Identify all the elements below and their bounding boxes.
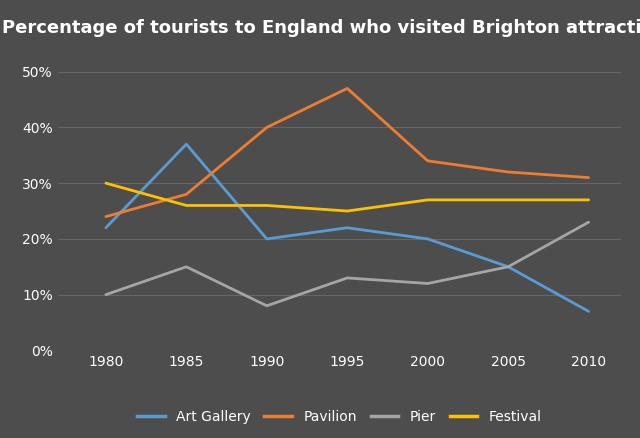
Line: Art Gallery: Art Gallery xyxy=(106,144,589,311)
Art Gallery xyxy=(424,236,431,241)
Pavilion xyxy=(585,175,593,180)
Pavilion xyxy=(504,170,512,175)
Festival xyxy=(585,197,593,202)
Art Gallery xyxy=(263,236,271,241)
Pavilion xyxy=(102,214,109,219)
Art Gallery xyxy=(585,309,593,314)
Pier xyxy=(102,292,109,297)
Line: Pavilion: Pavilion xyxy=(106,88,589,217)
Festival xyxy=(263,203,271,208)
Art Gallery xyxy=(504,264,512,269)
Art Gallery xyxy=(182,141,190,147)
Pavilion xyxy=(182,192,190,197)
Pavilion xyxy=(263,125,271,130)
Line: Pier: Pier xyxy=(106,222,589,306)
Pavilion xyxy=(344,86,351,91)
Festival xyxy=(424,197,431,202)
Legend: Art Gallery, Pavilion, Pier, Festival: Art Gallery, Pavilion, Pier, Festival xyxy=(131,404,547,429)
Festival xyxy=(344,208,351,214)
Art Gallery xyxy=(344,225,351,230)
Title: Percentage of tourists to England who visited Brighton attractions: Percentage of tourists to England who vi… xyxy=(2,19,640,37)
Pier xyxy=(504,264,512,269)
Pier xyxy=(424,281,431,286)
Pier xyxy=(585,219,593,225)
Pavilion xyxy=(424,158,431,163)
Festival xyxy=(102,180,109,186)
Line: Festival: Festival xyxy=(106,183,589,211)
Festival xyxy=(504,197,512,202)
Art Gallery xyxy=(102,225,109,230)
Pier xyxy=(344,276,351,281)
Festival xyxy=(182,203,190,208)
Pier xyxy=(263,303,271,308)
Pier xyxy=(182,264,190,269)
